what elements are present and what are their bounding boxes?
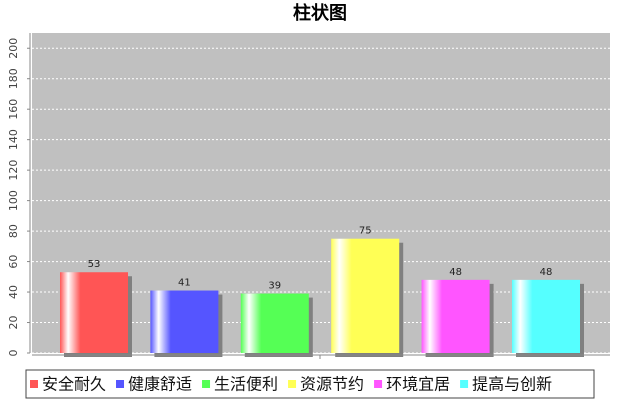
bar — [512, 279, 580, 353]
bar — [421, 279, 490, 353]
legend-swatch — [116, 380, 125, 388]
value-label: 53 — [88, 259, 101, 270]
y-tick-label: 0 — [7, 350, 20, 357]
y-tick-label: 80 — [7, 224, 20, 238]
legend-label: 环境宜居 — [386, 375, 450, 394]
y-tick-label: 60 — [7, 255, 20, 269]
legend-swatch — [30, 380, 38, 388]
y-tick-label: 100 — [7, 190, 20, 211]
value-label: 41 — [178, 278, 191, 289]
bar — [150, 290, 219, 353]
bar — [60, 272, 128, 353]
y-tick-label: 140 — [7, 129, 20, 150]
value-label: 75 — [359, 226, 372, 237]
value-label: 39 — [268, 281, 281, 292]
y-tick-label: 40 — [7, 285, 20, 299]
legend-label: 资源节约 — [300, 375, 364, 394]
legend-swatch — [374, 380, 383, 388]
legend-swatch — [202, 380, 211, 388]
legend-swatch — [460, 380, 469, 388]
legend-label: 健康舒适 — [128, 375, 192, 394]
legend-label: 安全耐久 — [42, 375, 106, 394]
bar — [331, 238, 400, 353]
legend-label: 生活便利 — [214, 375, 278, 394]
y-tick-label: 200 — [7, 38, 20, 59]
y-tick-label: 160 — [7, 99, 20, 120]
value-label: 48 — [540, 267, 553, 278]
legend-swatch — [288, 380, 297, 388]
chart-title: 柱状图 — [293, 2, 347, 24]
y-tick-label: 180 — [7, 68, 20, 89]
bar — [240, 293, 309, 353]
y-tick-label: 120 — [7, 160, 20, 181]
legend-label: 提高与创新 — [472, 375, 552, 394]
value-label: 48 — [449, 267, 462, 278]
y-tick-label: 20 — [7, 316, 20, 330]
